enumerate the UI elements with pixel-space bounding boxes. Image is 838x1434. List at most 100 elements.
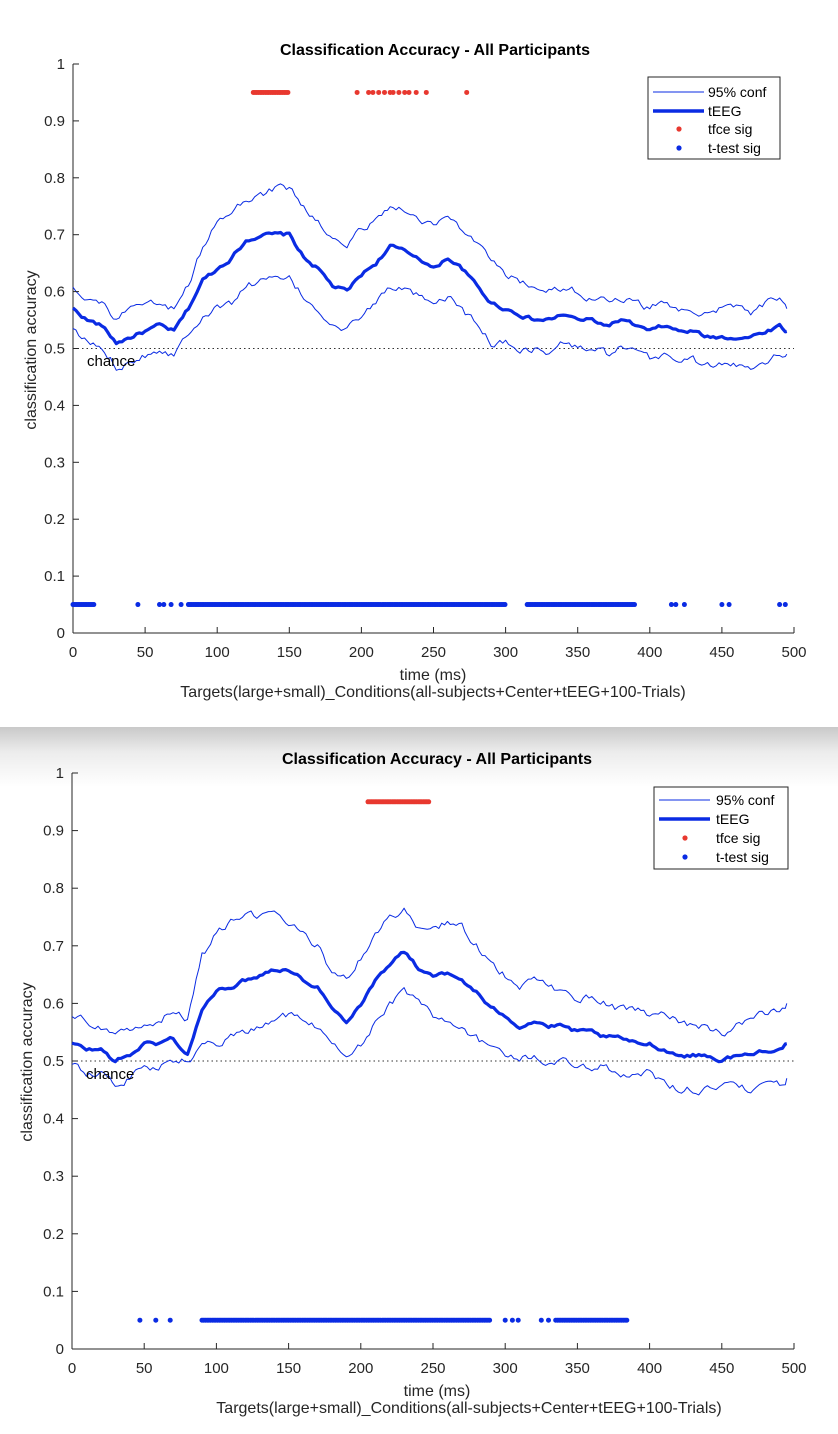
chart-title: Classification Accuracy - All Participan… <box>282 751 592 768</box>
series-line-teeg <box>71 950 788 1064</box>
ttest-sig-point <box>502 602 508 608</box>
x-tick-label: 300 <box>493 1360 518 1377</box>
x-tick-label: 100 <box>204 1360 229 1377</box>
ttest-sig-point <box>157 602 162 608</box>
chart-svg-bottom: Classification Accuracy - All Participan… <box>19 751 807 1417</box>
legend-swatch-ttest <box>676 145 682 151</box>
ttest-sig-point <box>161 602 167 608</box>
x-tick-label: 250 <box>420 1360 445 1377</box>
y-tick-label: 0.3 <box>44 454 65 471</box>
tfce-sig-point <box>406 89 412 95</box>
legend-swatch-tfce <box>676 126 682 132</box>
y-tick-label: 0.6 <box>44 284 65 301</box>
y-axis-title: classification accuracy <box>23 270 40 429</box>
tfce-sig-point <box>354 89 360 95</box>
series-line-conf-lower <box>72 275 788 371</box>
x-tick-label: 100 <box>205 644 230 661</box>
x-tick-label: 200 <box>348 1360 373 1377</box>
ttest-sig-point <box>632 602 637 608</box>
legend-label-conf: 95% conf <box>708 84 766 100</box>
tfce-sig-point <box>376 89 382 95</box>
x-tick-label: 350 <box>565 1360 590 1377</box>
series-line-conf-lower <box>71 987 788 1096</box>
tfce-sig-point <box>423 89 429 95</box>
ttest-sig-point <box>509 1317 515 1323</box>
x-tick-label: 450 <box>709 1360 734 1377</box>
y-tick-label: 0.2 <box>43 1226 64 1243</box>
tfce-sig-point <box>396 89 402 95</box>
legend-label-tfce: tfce sig <box>708 121 752 137</box>
ttest-sig-point <box>135 602 141 608</box>
tfce-sig-point <box>426 799 432 805</box>
y-tick-label: 0.4 <box>43 1111 64 1128</box>
series-line-conf-upper <box>71 907 788 1037</box>
x-tick-label: 0 <box>69 644 77 661</box>
y-tick-label: 0.7 <box>44 227 65 244</box>
tfce-sig-point <box>464 89 470 95</box>
x-tick-label: 400 <box>637 1360 662 1377</box>
tfce-sig-point <box>370 89 376 95</box>
y-tick-label: 1 <box>57 56 65 73</box>
legend: 95% conf tEEG tfce sig t-test sig <box>647 76 781 160</box>
legend-label-ttest: t-test sig <box>708 140 761 156</box>
axis-ticks: 0 0.1 0.2 0.3 0.4 0.5 0.6 0.7 0.8 0.9 1 0 50 100 150 20… <box>43 765 806 1377</box>
y-tick-label: 0.5 <box>43 1053 64 1070</box>
ttest-sig-point <box>178 602 184 608</box>
y-tick-label: 0 <box>57 625 65 642</box>
x-tick-label: 150 <box>276 1360 301 1377</box>
ttest-sig-point <box>538 1317 544 1323</box>
x-tick-label: 150 <box>277 644 302 661</box>
x-tick-label: 0 <box>68 1360 76 1377</box>
legend-label-teeg: tEEG <box>708 103 741 119</box>
y-tick-label: 0.8 <box>44 170 65 187</box>
legend-swatch-ttest <box>682 854 688 860</box>
tfce-sig-group <box>250 89 470 95</box>
legend-swatch-tfce <box>682 835 688 841</box>
y-tick-label: 0.6 <box>43 995 64 1012</box>
y-tick-label: 0.9 <box>43 823 64 840</box>
ttest-sig-point <box>502 1317 508 1323</box>
tfce-sig-point <box>382 89 387 95</box>
ttest-sig-point <box>782 602 788 608</box>
ttest-sig-point <box>515 1317 521 1323</box>
chart-subtitle: Targets(large+small)_Conditions(all-subj… <box>216 1400 721 1417</box>
ttest-sig-point <box>719 602 725 608</box>
x-tick-label: 400 <box>637 644 662 661</box>
x-tick-label: 500 <box>781 644 806 661</box>
tfce-sig-point <box>390 89 396 95</box>
ttest-sig-point <box>91 602 97 608</box>
y-tick-label: 0.3 <box>43 1168 64 1185</box>
ttest-sig-point <box>153 1317 159 1323</box>
x-tick-label: 450 <box>709 644 734 661</box>
ttest-sig-point <box>777 602 783 608</box>
series-line-teeg <box>71 230 788 346</box>
chart-svg-top: Classification Accuracy - All Participan… <box>23 42 807 701</box>
y-tick-label: 0.9 <box>44 113 65 130</box>
y-axis-title: classification accuracy <box>19 982 36 1141</box>
tfce-sig-point <box>285 89 291 95</box>
plot-area <box>71 773 794 1350</box>
y-tick-label: 0.5 <box>44 341 65 358</box>
ttest-sig-point <box>673 602 679 608</box>
legend-label-conf: 95% conf <box>716 792 774 808</box>
x-axis-title: time (ms) <box>400 667 467 684</box>
ttest-sig-point <box>624 1317 630 1323</box>
tfce-sig-point <box>366 89 372 95</box>
chart-subtitle: Targets(large+small)_Conditions(all-subj… <box>180 684 685 701</box>
ttest-sig-point <box>681 602 687 608</box>
ttest-sig-group <box>70 602 788 608</box>
chart-panel-bottom: Classification Accuracy - All Participan… <box>0 727 838 1434</box>
y-tick-label: 0 <box>56 1341 64 1358</box>
y-tick-label: 0.2 <box>44 511 65 528</box>
y-tick-label: 0.7 <box>43 938 64 955</box>
ttest-sig-point <box>726 602 732 608</box>
ttest-sig-point <box>668 602 674 608</box>
y-tick-label: 0.8 <box>43 880 64 897</box>
chart-title: Classification Accuracy - All Participan… <box>280 42 590 59</box>
tfce-sig-group <box>365 799 432 805</box>
y-tick-label: 0.1 <box>44 568 65 585</box>
legend-box <box>653 786 789 870</box>
y-tick-label: 0.4 <box>44 397 65 414</box>
x-tick-label: 500 <box>781 1360 806 1377</box>
x-tick-label: 300 <box>493 644 518 661</box>
